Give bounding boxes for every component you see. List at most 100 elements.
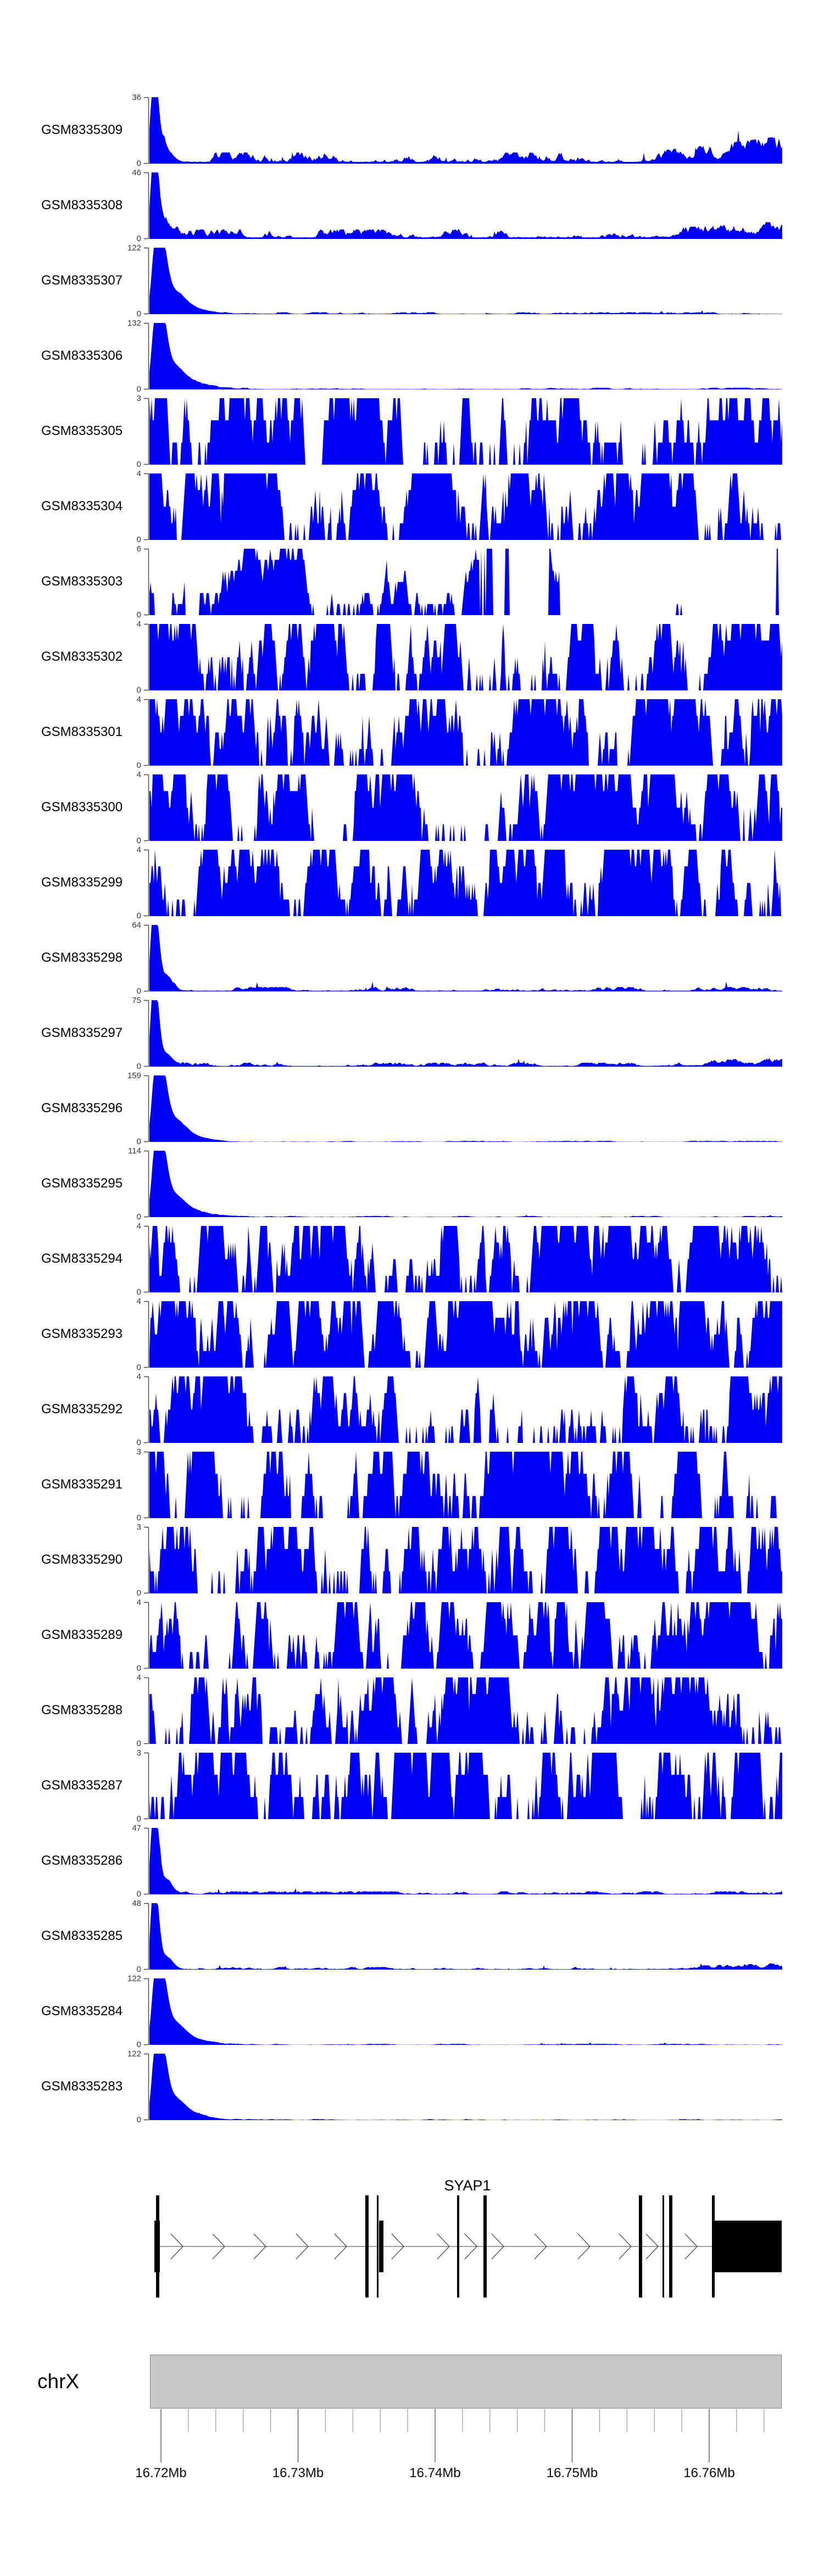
axis-tick-label: 16.76Mb	[683, 2466, 734, 2480]
coverage-area	[149, 1602, 782, 1669]
genomic-coordinate-axis: 16.72Mb 16.73Mb 16.74Mb 16.75Mb 16.76Mb	[135, 2409, 765, 2480]
signal-track: 40	[137, 770, 782, 845]
axis-tick-label: 16.75Mb	[547, 2466, 598, 2480]
y-axis	[144, 322, 149, 390]
track-label: GSM8335292	[41, 1402, 123, 1417]
exon	[669, 2195, 672, 2298]
y-axis	[144, 2053, 149, 2121]
signal-track: 60	[137, 544, 782, 620]
coverage-area	[149, 2054, 782, 2120]
ymax-label: 122	[127, 2049, 141, 2059]
track-label: GSM8335284	[41, 2004, 123, 2019]
ymax-label: 6	[137, 544, 141, 554]
coverage-area	[149, 172, 782, 239]
y-axis	[144, 1376, 149, 1443]
y-axis	[144, 548, 149, 616]
ybase-label: 0	[137, 2040, 141, 2049]
track-label: GSM8335293	[41, 1326, 123, 1341]
axis-tick-label: 16.74Mb	[409, 2466, 460, 2480]
ybase-label: 0	[137, 1212, 141, 1222]
strand-direction-chevron-icon	[253, 2233, 266, 2260]
exon	[379, 2221, 383, 2272]
signal-track: 30	[137, 1447, 782, 1523]
y-axis	[144, 1526, 149, 1594]
coverage-area	[149, 1677, 782, 1744]
track-label: GSM8335296	[41, 1101, 123, 1116]
y-axis	[144, 1827, 149, 1895]
ybase-label: 0	[137, 1739, 141, 1748]
y-axis	[144, 172, 149, 239]
signal-track: 48 0	[132, 1899, 782, 1974]
signal-track: 30	[137, 394, 782, 469]
coverage-area	[149, 1075, 782, 1142]
track-label: GSM8335303	[41, 574, 123, 589]
y-axis	[144, 97, 149, 164]
track-label: GSM8335287	[41, 1778, 123, 1793]
coverage-area	[149, 624, 782, 690]
coverage-area	[149, 323, 782, 389]
ybase-label: 0	[137, 1664, 141, 1673]
ybase-label: 0	[137, 2115, 141, 2125]
y-axis	[144, 924, 149, 992]
ybase-label: 0	[137, 610, 141, 620]
track-label: GSM8335285	[41, 1928, 123, 1943]
y-axis	[144, 1225, 149, 1293]
y-axis	[144, 1451, 149, 1519]
coverage-area	[149, 398, 782, 465]
track-label: GSM8335286	[41, 1853, 123, 1868]
ymax-label: 4	[137, 845, 141, 855]
track-label: GSM8335308	[41, 198, 123, 213]
ybase-label: 0	[137, 309, 141, 319]
track-label: GSM8335300	[41, 800, 123, 815]
coverage-area	[149, 1226, 782, 1292]
track-label: GSM8335301	[41, 724, 123, 739]
ymax-label: 132	[127, 319, 141, 328]
strand-direction-chevron-icon	[645, 2233, 659, 2260]
ymax-label: 48	[132, 1899, 141, 1908]
ybase-label: 0	[137, 761, 141, 770]
signal-track: 40	[137, 1598, 782, 1673]
ybase-label: 0	[137, 535, 141, 544]
ymax-label: 4	[137, 1673, 141, 1682]
y-axis	[144, 1677, 149, 1744]
y-axis	[144, 1150, 149, 1218]
y-axis	[144, 1301, 149, 1368]
coverage-area	[149, 850, 782, 916]
strand-direction-chevron-icon	[577, 2233, 591, 2260]
terminal-exon-box	[714, 2221, 782, 2272]
coverage-area	[149, 1452, 782, 1518]
ymax-label: 114	[128, 1146, 141, 1156]
y-axis	[144, 1000, 149, 1067]
track-label: GSM8335297	[41, 1025, 123, 1040]
axis-tick-label: 16.73Mb	[272, 2466, 324, 2480]
ymax-label: 4	[137, 1297, 141, 1306]
track-label: GSM8335307	[41, 273, 123, 288]
track-label: GSM8335289	[41, 1627, 123, 1642]
axis-tick-label: 16.72Mb	[135, 2466, 186, 2480]
strand-direction-chevron-icon	[491, 2233, 504, 2260]
y-axis	[144, 398, 149, 465]
ymax-label: 4	[137, 1222, 141, 1231]
signal-track: 122 0	[127, 2049, 782, 2125]
chromosome-label: chrX	[37, 2370, 80, 2393]
coverage-area	[149, 1527, 782, 1593]
signal-track: 40	[137, 1222, 782, 1297]
signal-track: 40	[137, 620, 782, 695]
ymax-label: 64	[132, 921, 141, 930]
chromosome-ideogram	[150, 2355, 782, 2408]
ybase-label: 0	[137, 1287, 141, 1297]
signal-track: 30	[137, 1748, 782, 1824]
track-label: GSM8335306	[41, 348, 123, 363]
coverage-area	[149, 1978, 782, 2045]
exon	[712, 2195, 715, 2298]
ybase-label: 0	[137, 1062, 141, 1071]
signal-track: 40	[137, 695, 782, 770]
track-label: GSM8335291	[41, 1477, 123, 1492]
exon	[639, 2195, 642, 2298]
track-label: GSM8335304	[41, 499, 123, 514]
ymax-label: 4	[137, 469, 141, 478]
exon	[662, 2195, 664, 2298]
y-axis	[144, 1075, 149, 1142]
signal-track: 114 0	[128, 1146, 782, 1222]
y-axis	[144, 1752, 149, 1820]
